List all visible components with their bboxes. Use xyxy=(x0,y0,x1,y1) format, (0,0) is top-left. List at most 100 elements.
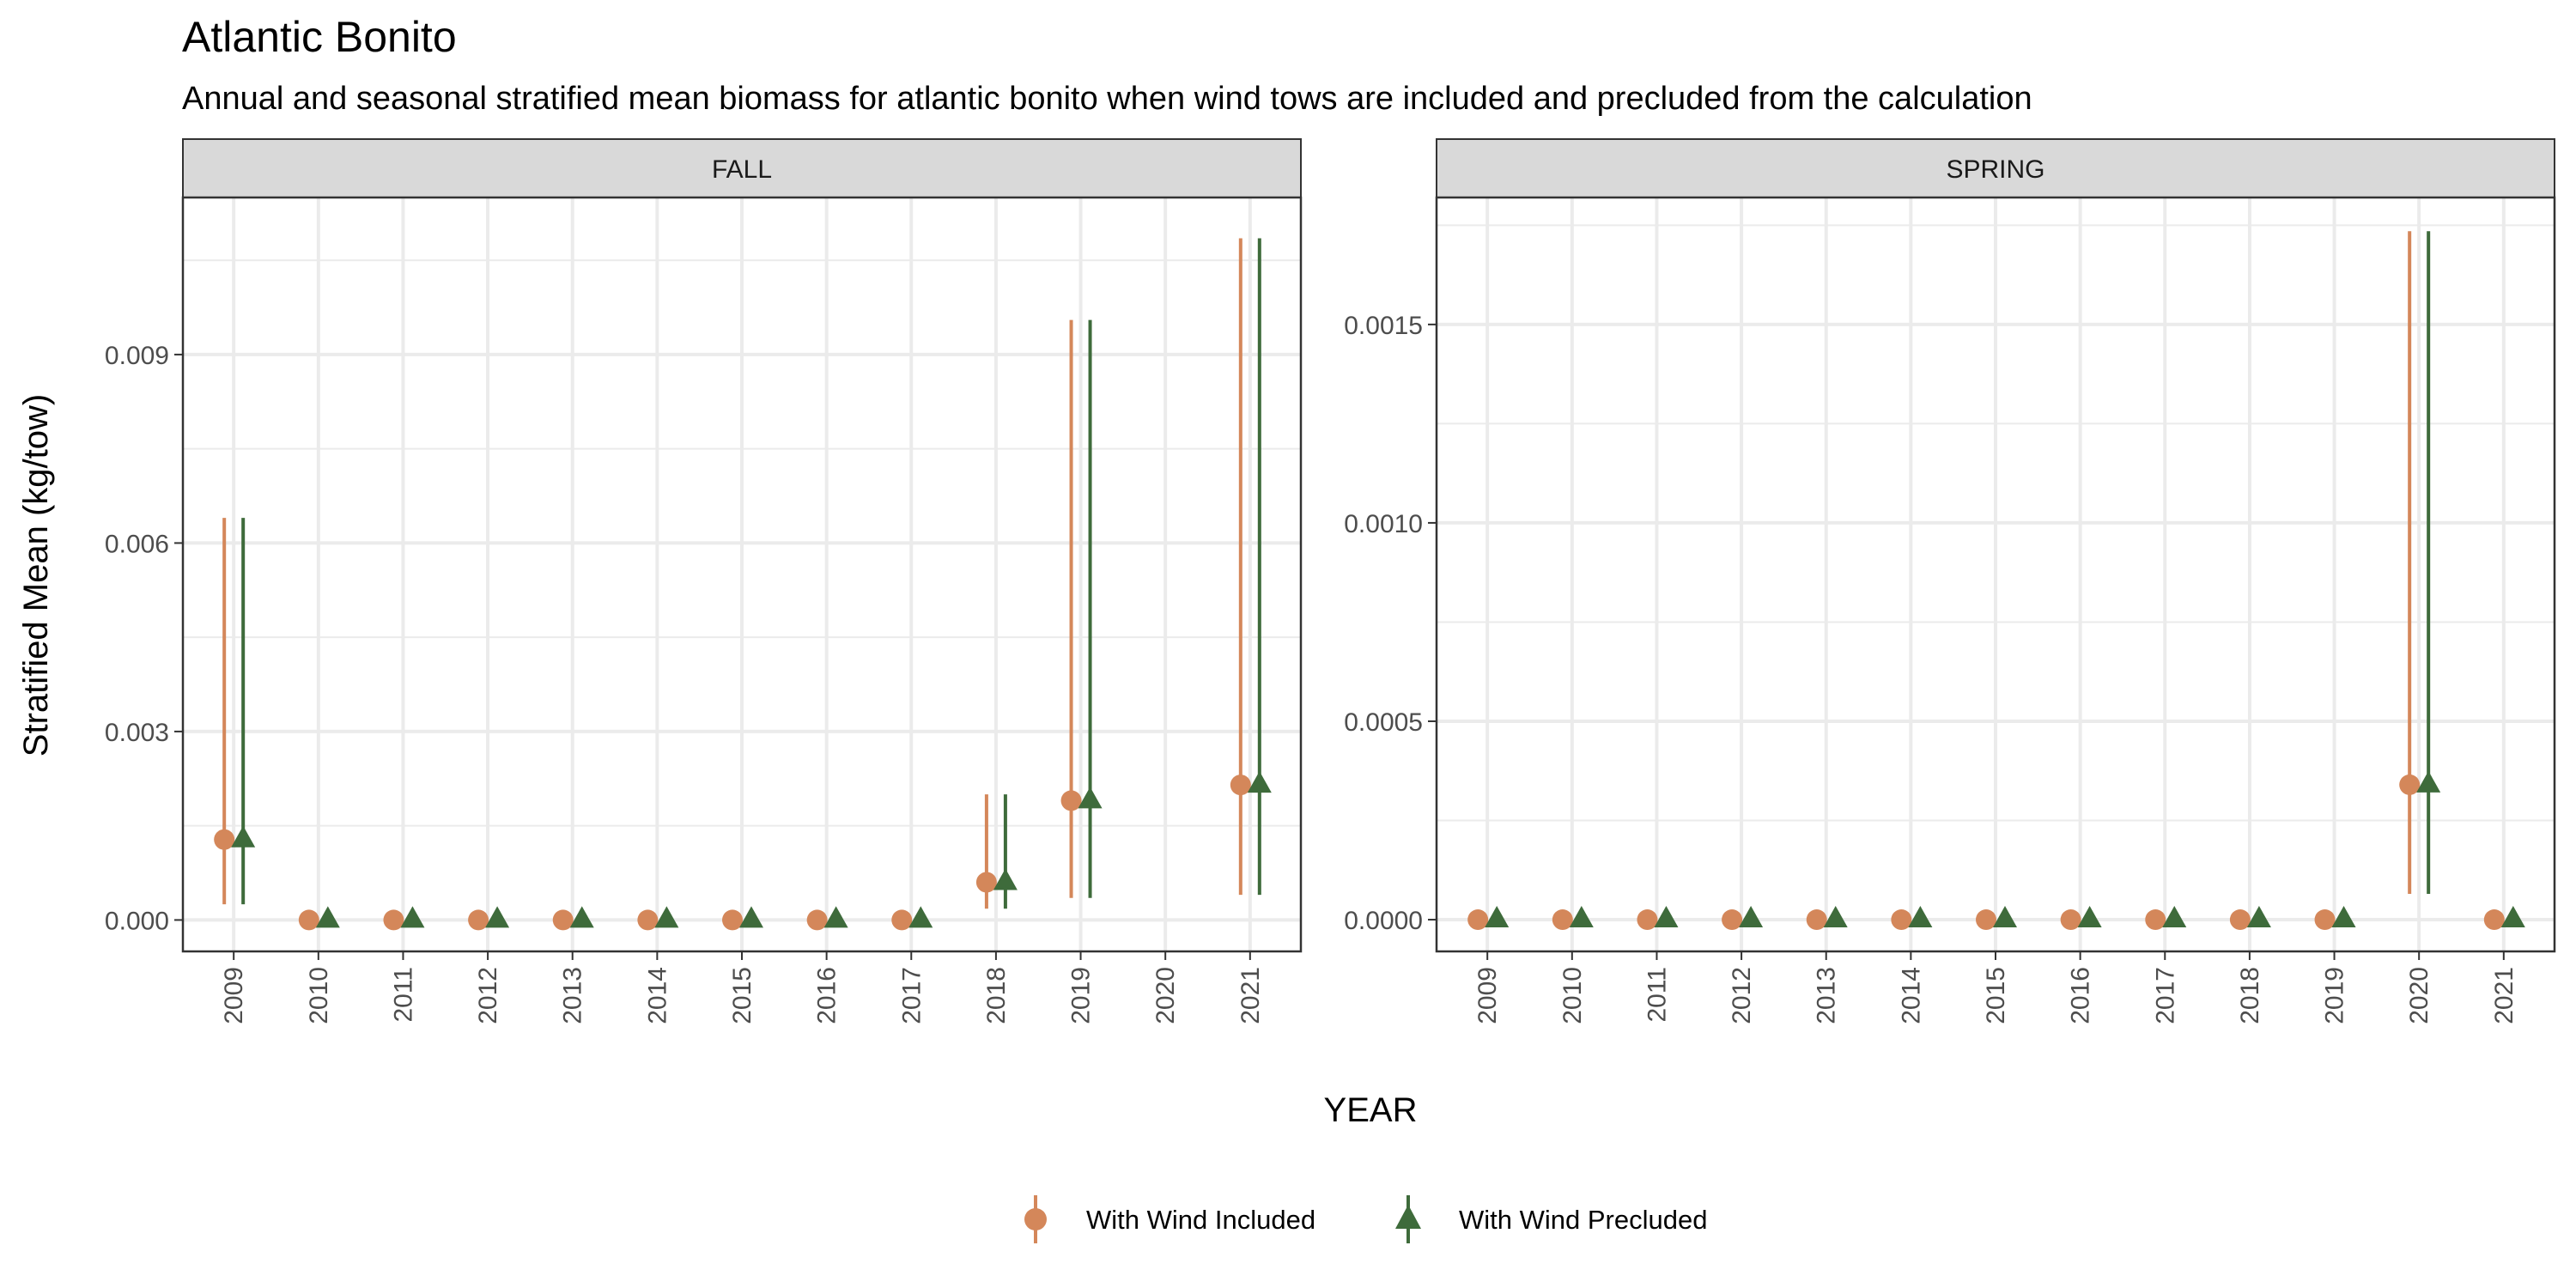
x-tick-label: 2015 xyxy=(728,967,756,1024)
data-point-included xyxy=(2483,909,2505,931)
data-point-included xyxy=(1891,909,1912,931)
x-tick-label: 2010 xyxy=(1558,967,1587,1024)
panel-border-spring xyxy=(1435,196,2556,953)
x-tick-label: 2011 xyxy=(1643,967,1671,1023)
x-axis-title: YEAR xyxy=(1324,1091,1418,1129)
legend-label-precluded: With Wind Precluded xyxy=(1459,1205,1707,1235)
y-axis-title: Stratified Mean (kg/tow) xyxy=(17,394,55,756)
x-tick-label: 2009 xyxy=(1473,967,1502,1024)
x-tick-label: 2009 xyxy=(220,967,248,1024)
data-point-precluded xyxy=(1823,906,1848,928)
y-tick-label: 0.006 xyxy=(105,530,169,558)
data-point-included xyxy=(2314,909,2336,931)
x-tick-label: 2021 xyxy=(2490,967,2518,1024)
x-tick-label: 2017 xyxy=(2151,967,2179,1024)
data-point-precluded xyxy=(2077,906,2102,928)
chart-title: Atlantic Bonito xyxy=(182,13,457,61)
x-tick-label: 2018 xyxy=(982,967,1011,1024)
strip-label-fall: FALL xyxy=(712,155,772,184)
data-point-included xyxy=(2229,909,2251,931)
legend-item-precluded: With Wind Precluded xyxy=(1395,1195,1707,1243)
data-point-precluded xyxy=(2500,906,2525,928)
data-point-included xyxy=(383,909,404,931)
x-tick-label: 2011 xyxy=(389,967,417,1023)
strip-fall xyxy=(182,138,1302,198)
data-point-included xyxy=(214,829,235,850)
data-point-precluded xyxy=(993,868,1018,890)
data-point-included xyxy=(1637,909,1658,931)
x-tick-label: 2020 xyxy=(2405,967,2433,1024)
data-point-precluded xyxy=(1569,906,1594,928)
data-point-precluded xyxy=(1739,906,1764,928)
data-point-precluded xyxy=(1485,906,1510,928)
data-point-included xyxy=(552,909,574,931)
data-point-precluded xyxy=(400,906,425,928)
x-tick-label: 2019 xyxy=(1067,967,1096,1024)
panel-fall: FALL 0.000 0.003 0.006 0.009 2009 2010 2011 2012… xyxy=(105,138,1303,1024)
y-tick-label: 0.003 xyxy=(105,719,169,747)
data-point-included xyxy=(1230,775,1251,796)
data-point-included xyxy=(806,909,828,931)
y-tick-label: 0.0015 xyxy=(1344,312,1423,340)
data-point-precluded xyxy=(569,906,594,928)
data-point-precluded xyxy=(2416,770,2441,793)
data-point-included xyxy=(975,872,997,893)
x-tick-label: 2021 xyxy=(1236,967,1265,1024)
x-tick-label: 2014 xyxy=(643,967,671,1024)
data-point-precluded xyxy=(1247,771,1272,793)
legend-item-included: With Wind Included xyxy=(1024,1195,1315,1243)
x-tick-label: 2012 xyxy=(1728,967,1756,1024)
data-point-included xyxy=(722,909,743,931)
data-point-precluded xyxy=(2162,906,2187,928)
x-tick-label: 2013 xyxy=(1813,967,1841,1024)
x-tick-label: 2019 xyxy=(2321,967,2349,1024)
data-point-precluded xyxy=(2331,906,2356,928)
x-tick-label: 2016 xyxy=(2067,967,2095,1024)
x-tick-label: 2015 xyxy=(1982,967,2010,1024)
data-point-included xyxy=(1060,790,1082,811)
x-tick-label: 2017 xyxy=(897,967,926,1024)
y-tick-label: 0.0000 xyxy=(1344,907,1423,935)
data-point-precluded xyxy=(823,906,848,928)
panel-spring: SPRING 0.0000 0.0005 0.0010 0.0015 2009 2010 20… xyxy=(1344,138,2556,1024)
strip-spring xyxy=(1436,138,2555,198)
data-point-included xyxy=(1467,909,1489,931)
data-point-precluded xyxy=(654,906,679,928)
y-tick-label: 0.000 xyxy=(105,907,169,935)
data-point-included xyxy=(468,909,489,931)
data-point-precluded xyxy=(739,906,763,928)
chart-subtitle: Annual and seasonal stratified mean biom… xyxy=(182,81,2032,117)
data-point-precluded xyxy=(1908,906,1933,928)
data-point-included xyxy=(2399,774,2421,795)
legend-included-circle xyxy=(1024,1208,1047,1230)
data-point-included xyxy=(1722,909,1743,931)
data-point-included xyxy=(1552,909,1573,931)
data-point-included xyxy=(2145,909,2166,931)
legend-label-included: With Wind Included xyxy=(1086,1205,1315,1235)
x-tick-label: 2010 xyxy=(305,967,333,1024)
strip-label-spring: SPRING xyxy=(1946,155,2044,184)
y-tick-label: 0.0005 xyxy=(1344,708,1423,737)
data-point-precluded xyxy=(1993,906,2017,928)
data-point-included xyxy=(891,909,913,931)
data-point-included xyxy=(637,909,659,931)
data-point-precluded xyxy=(231,825,256,848)
data-point-precluded xyxy=(315,906,340,928)
data-point-included xyxy=(1976,909,1996,931)
data-point-precluded xyxy=(1654,906,1679,928)
data-point-precluded xyxy=(485,906,510,928)
data-point-precluded xyxy=(908,906,933,928)
y-tick-label: 0.0010 xyxy=(1344,510,1423,538)
data-point-included xyxy=(1806,909,1827,931)
data-point-precluded xyxy=(2246,906,2271,928)
data-point-included xyxy=(2060,909,2081,931)
x-tick-label: 2016 xyxy=(813,967,841,1024)
legend: With Wind Included With Wind Precluded xyxy=(1024,1195,1707,1243)
x-tick-label: 2013 xyxy=(559,967,587,1024)
panel-border-fall xyxy=(181,196,1303,953)
x-tick-label: 2020 xyxy=(1151,967,1180,1024)
x-tick-label: 2018 xyxy=(2236,967,2264,1024)
x-tick-label: 2014 xyxy=(1897,967,1925,1024)
data-point-precluded xyxy=(1078,787,1103,809)
